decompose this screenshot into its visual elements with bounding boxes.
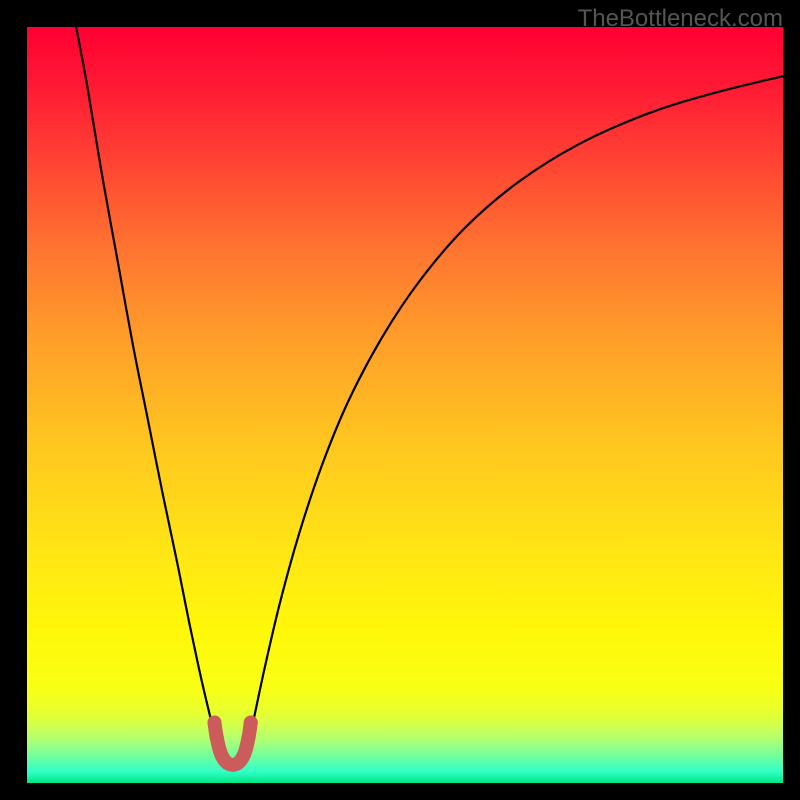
watermark-text: TheBottleneck.com xyxy=(578,5,783,33)
bottleneck-chart xyxy=(0,0,800,800)
optimal-marker-dot xyxy=(210,731,224,745)
gradient-background xyxy=(27,27,783,783)
optimal-marker-dot xyxy=(242,731,256,745)
optimal-marker-dot xyxy=(244,716,258,730)
optimal-marker-dot xyxy=(207,716,221,730)
